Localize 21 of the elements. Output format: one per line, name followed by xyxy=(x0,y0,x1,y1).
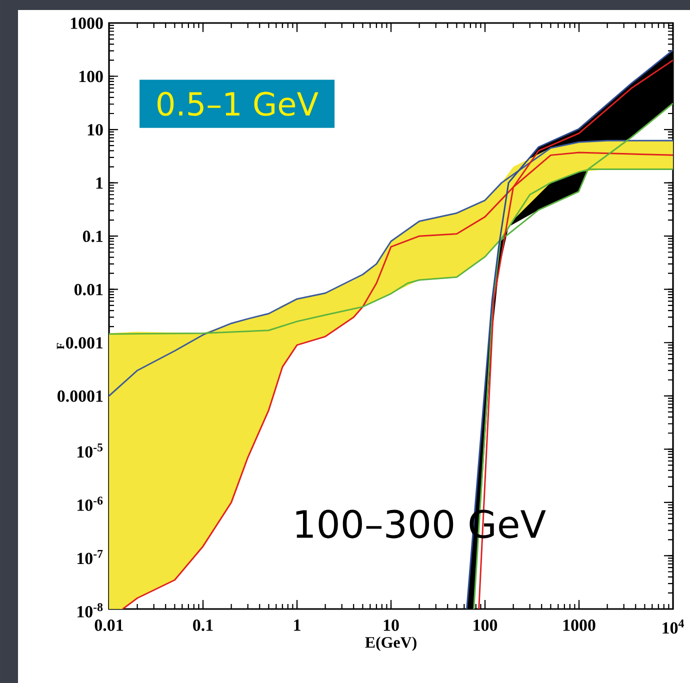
y-tick-label: 100 xyxy=(79,70,103,82)
y-tick-label: 0.1 xyxy=(82,230,103,242)
y-tick-label: 10$^{-7}$ xyxy=(78,550,103,564)
x-tick-label: 100 xyxy=(474,620,498,631)
y-tick-label: 10$^{-6}$ xyxy=(78,496,103,511)
y-axis-title: F xyxy=(56,343,64,350)
x-tick-label: 10 xyxy=(384,620,399,631)
y-tick-label: 1000 xyxy=(70,18,103,29)
x-axis-title: E(GeV) xyxy=(365,636,416,652)
x-tick-label: 0.1 xyxy=(193,620,213,632)
x-tick-label: 1 xyxy=(294,620,300,631)
y-tick-label: 10$^{-5}$ xyxy=(78,443,103,458)
annotation: 0.5–1 GeV xyxy=(158,92,318,116)
y-tick-label: 10 xyxy=(88,124,103,136)
y-tick-label: 1 xyxy=(96,177,103,189)
y-tick-label: 0.001 xyxy=(66,337,103,349)
y-tick-label: 0.0001 xyxy=(58,390,103,402)
y-tick-label: 10$^{-8}$ xyxy=(78,603,103,618)
y-tick-label: 0.01 xyxy=(74,284,103,296)
x-tick-label: 10$^{4}$ xyxy=(662,620,684,634)
x-tick-label: 1000 xyxy=(563,620,596,631)
